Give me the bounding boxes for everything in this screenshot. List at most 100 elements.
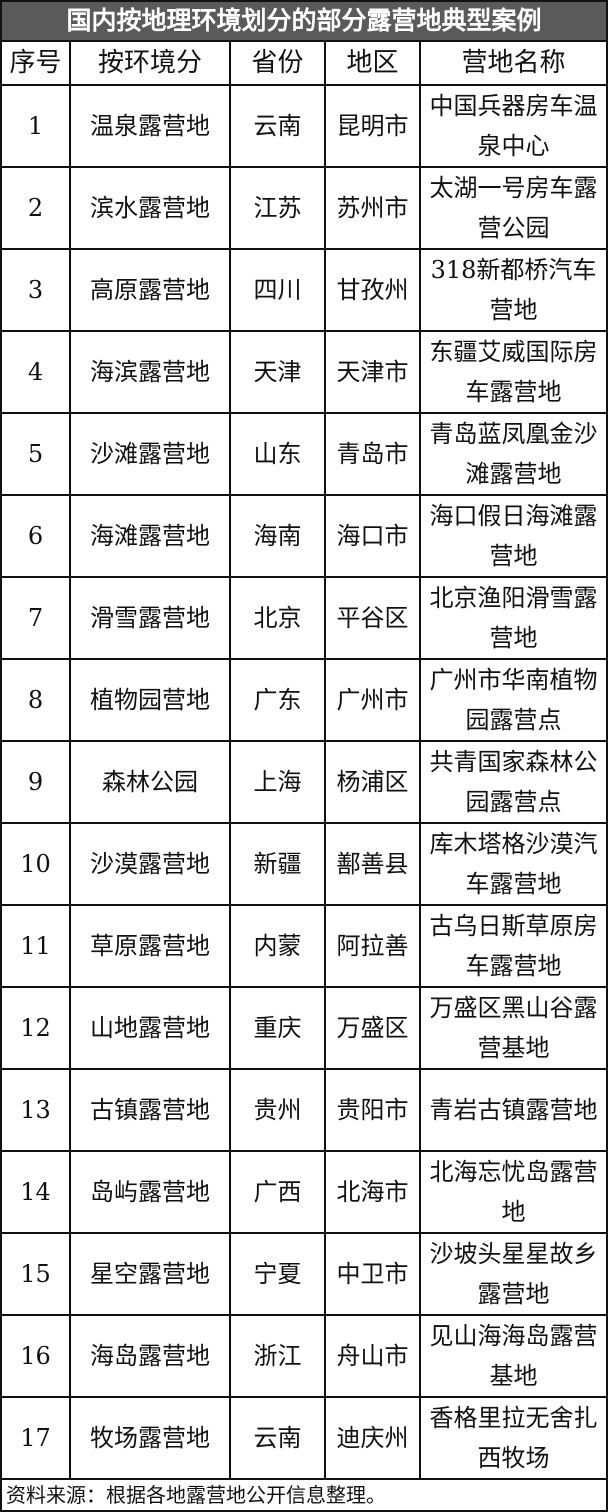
cell-province: 宁夏 [229, 1232, 326, 1316]
header-environment: 按环境分 [69, 42, 231, 86]
campsite-table: 序号 按环境分 省份 地区 营地名称 1 温泉露营地 云南 昆明市 中国兵器房车温泉中心… [2, 42, 606, 1480]
cell-province: 浙江 [229, 1314, 326, 1398]
header-campsite-name: 营地名称 [419, 42, 606, 86]
cell-campsite-name: 海口假日海滩露营地 [419, 494, 606, 578]
cell-index: 16 [2, 1314, 71, 1398]
cell-province: 广东 [229, 658, 326, 742]
cell-region: 迪庆州 [324, 1396, 421, 1480]
cell-index: 13 [2, 1068, 71, 1152]
cell-campsite-name: 太湖一号房车露营公园 [419, 166, 606, 250]
cell-environment: 牧场露营地 [69, 1396, 231, 1480]
header-province: 省份 [229, 42, 326, 86]
cell-province: 四川 [229, 248, 326, 332]
cell-campsite-name: 香格里拉无舍扎西牧场 [419, 1396, 606, 1480]
cell-province: 天津 [229, 330, 326, 414]
source-note: 资料来源：根据各地露营地公开信息整理。 [6, 1483, 386, 1507]
cell-environment: 海滩露营地 [69, 494, 231, 578]
header-row: 序号 按环境分 省份 地区 营地名称 [2, 42, 606, 86]
cell-index: 10 [2, 822, 71, 906]
table-row: 10 沙漠露营地 新疆 鄯善县 库木塔格沙漠汽车露营地 [2, 822, 606, 906]
cell-index: 15 [2, 1232, 71, 1316]
cell-province: 贵州 [229, 1068, 326, 1152]
cell-environment: 沙漠露营地 [69, 822, 231, 906]
cell-campsite-name: 318新都桥汽车营地 [419, 248, 606, 332]
cell-region: 北海市 [324, 1150, 421, 1234]
table-row: 4 海滨露营地 天津 天津市 东疆艾威国际房车露营地 [2, 330, 606, 414]
cell-environment: 滨水露营地 [69, 166, 231, 250]
cell-campsite-name: 沙坡头星星故乡露营地 [419, 1232, 606, 1316]
cell-campsite-name: 北海忘忧岛露营地 [419, 1150, 606, 1234]
cell-environment: 沙滩露营地 [69, 412, 231, 496]
cell-region: 舟山市 [324, 1314, 421, 1398]
cell-campsite-name: 青岩古镇露营地 [419, 1068, 606, 1152]
cell-campsite-name: 万盛区黑山谷露营基地 [419, 986, 606, 1070]
cell-index: 3 [2, 248, 71, 332]
table-row: 3 高原露营地 四川 甘孜州 318新都桥汽车营地 [2, 248, 606, 332]
cell-campsite-name: 库木塔格沙漠汽车露营地 [419, 822, 606, 906]
cell-environment: 古镇露营地 [69, 1068, 231, 1152]
table-row: 9 森林公园 上海 杨浦区 共青国家森林公园露营点 [2, 740, 606, 824]
header-index: 序号 [2, 42, 71, 86]
cell-campsite-name: 广州市华南植物园露营点 [419, 658, 606, 742]
cell-region: 万盛区 [324, 986, 421, 1070]
cell-region: 甘孜州 [324, 248, 421, 332]
table-row: 16 海岛露营地 浙江 舟山市 见山海海岛露营基地 [2, 1314, 606, 1398]
cell-index: 4 [2, 330, 71, 414]
cell-index: 5 [2, 412, 71, 496]
table-row: 11 草原露营地 内蒙 阿拉善 古乌日斯草原房车露营地 [2, 904, 606, 988]
cell-environment: 海滨露营地 [69, 330, 231, 414]
cell-region: 中卫市 [324, 1232, 421, 1316]
cell-region: 杨浦区 [324, 740, 421, 824]
table-row: 7 滑雪露营地 北京 平谷区 北京渔阳滑雪露营地 [2, 576, 606, 660]
cell-province: 重庆 [229, 986, 326, 1070]
table-row: 1 温泉露营地 云南 昆明市 中国兵器房车温泉中心 [2, 84, 606, 168]
cell-campsite-name: 中国兵器房车温泉中心 [419, 84, 606, 168]
cell-region: 阿拉善 [324, 904, 421, 988]
table-row: 13 古镇露营地 贵州 贵阳市 青岩古镇露营地 [2, 1068, 606, 1152]
cell-campsite-name: 青岛蓝凤凰金沙滩露营地 [419, 412, 606, 496]
table-row: 6 海滩露营地 海南 海口市 海口假日海滩露营地 [2, 494, 606, 578]
cell-campsite-name: 见山海海岛露营基地 [419, 1314, 606, 1398]
cell-region: 平谷区 [324, 576, 421, 660]
cell-environment: 草原露营地 [69, 904, 231, 988]
cell-region: 昆明市 [324, 84, 421, 168]
cell-environment: 高原露营地 [69, 248, 231, 332]
cell-index: 2 [2, 166, 71, 250]
cell-environment: 山地露营地 [69, 986, 231, 1070]
table-row: 5 沙滩露营地 山东 青岛市 青岛蓝凤凰金沙滩露营地 [2, 412, 606, 496]
cell-region: 天津市 [324, 330, 421, 414]
cell-environment: 滑雪露营地 [69, 576, 231, 660]
cell-province: 广西 [229, 1150, 326, 1234]
cell-campsite-name: 东疆艾威国际房车露营地 [419, 330, 606, 414]
cell-environment: 温泉露营地 [69, 84, 231, 168]
cell-index: 9 [2, 740, 71, 824]
cell-index: 12 [2, 986, 71, 1070]
table-row: 8 植物园营地 广东 广州市 广州市华南植物园露营点 [2, 658, 606, 742]
cell-index: 7 [2, 576, 71, 660]
cell-province: 云南 [229, 1396, 326, 1480]
cell-environment: 海岛露营地 [69, 1314, 231, 1398]
cell-province: 上海 [229, 740, 326, 824]
table-row: 2 滨水露营地 江苏 苏州市 太湖一号房车露营公园 [2, 166, 606, 250]
cell-province: 北京 [229, 576, 326, 660]
cell-index: 14 [2, 1150, 71, 1234]
cell-region: 苏州市 [324, 166, 421, 250]
table-row: 15 星空露营地 宁夏 中卫市 沙坡头星星故乡露营地 [2, 1232, 606, 1316]
cell-campsite-name: 北京渔阳滑雪露营地 [419, 576, 606, 660]
cell-region: 贵阳市 [324, 1068, 421, 1152]
cell-index: 1 [2, 84, 71, 168]
table-title: 国内按地理环境划分的部分露营地典型案例 [2, 2, 606, 42]
cell-index: 8 [2, 658, 71, 742]
header-region: 地区 [324, 42, 421, 86]
cell-province: 云南 [229, 84, 326, 168]
cell-province: 海南 [229, 494, 326, 578]
cell-environment: 星空露营地 [69, 1232, 231, 1316]
table-row: 17 牧场露营地 云南 迪庆州 香格里拉无舍扎西牧场 [2, 1396, 606, 1480]
table-row: 12 山地露营地 重庆 万盛区 万盛区黑山谷露营基地 [2, 986, 606, 1070]
table-row: 14 岛屿露营地 广西 北海市 北海忘忧岛露营地 [2, 1150, 606, 1234]
cell-region: 青岛市 [324, 412, 421, 496]
cell-environment: 森林公园 [69, 740, 231, 824]
cell-region: 广州市 [324, 658, 421, 742]
cell-environment: 植物园营地 [69, 658, 231, 742]
